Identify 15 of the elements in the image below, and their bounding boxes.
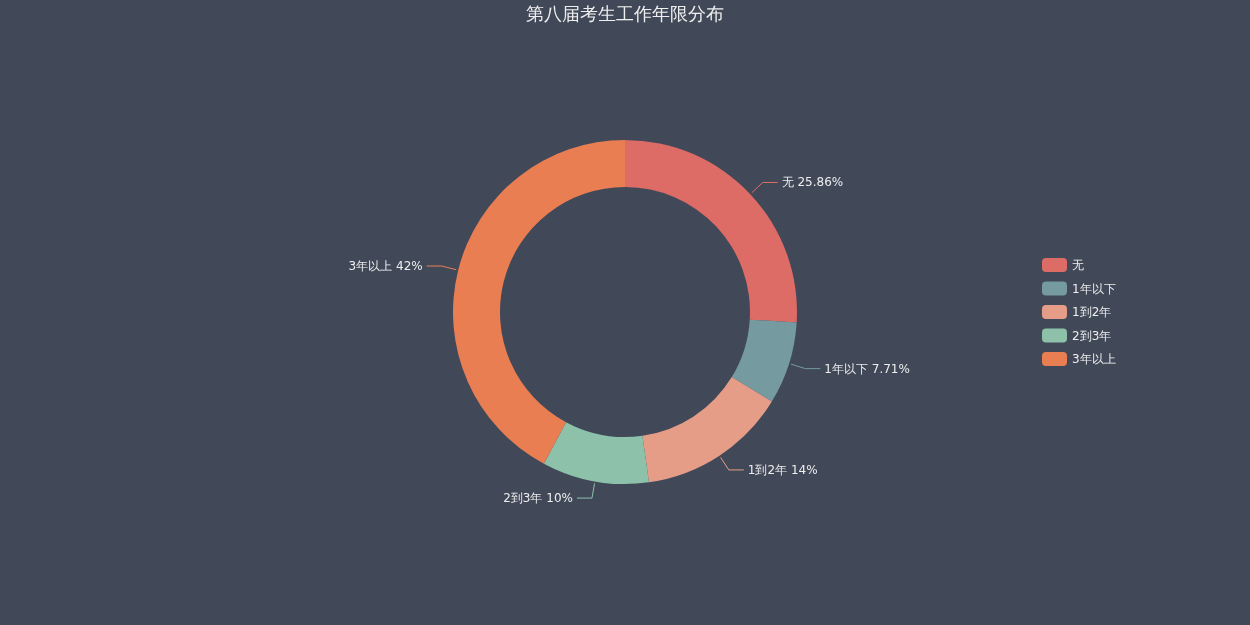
chart-title: 第八届考生工作年限分布	[526, 3, 724, 24]
donut-slice	[543, 422, 649, 484]
legend-label: 1年以下	[1072, 281, 1116, 296]
donut-slice	[731, 319, 797, 402]
legend-label: 1到2年	[1072, 305, 1112, 319]
category-label: 无 25.86%	[781, 175, 844, 190]
category-label: 1年以下 7.71%	[824, 361, 910, 376]
donut-slice	[625, 140, 797, 323]
donut-slice	[453, 140, 625, 464]
category-label: 2到3年 10%	[503, 491, 573, 506]
category-label: 3年以上 42%	[348, 259, 423, 274]
legend-label: 3年以上	[1072, 352, 1116, 366]
legend-label: 2到3年	[1072, 328, 1112, 343]
legend-label: 无	[1072, 258, 1084, 272]
category-label: 1到2年 14%	[747, 462, 818, 477]
